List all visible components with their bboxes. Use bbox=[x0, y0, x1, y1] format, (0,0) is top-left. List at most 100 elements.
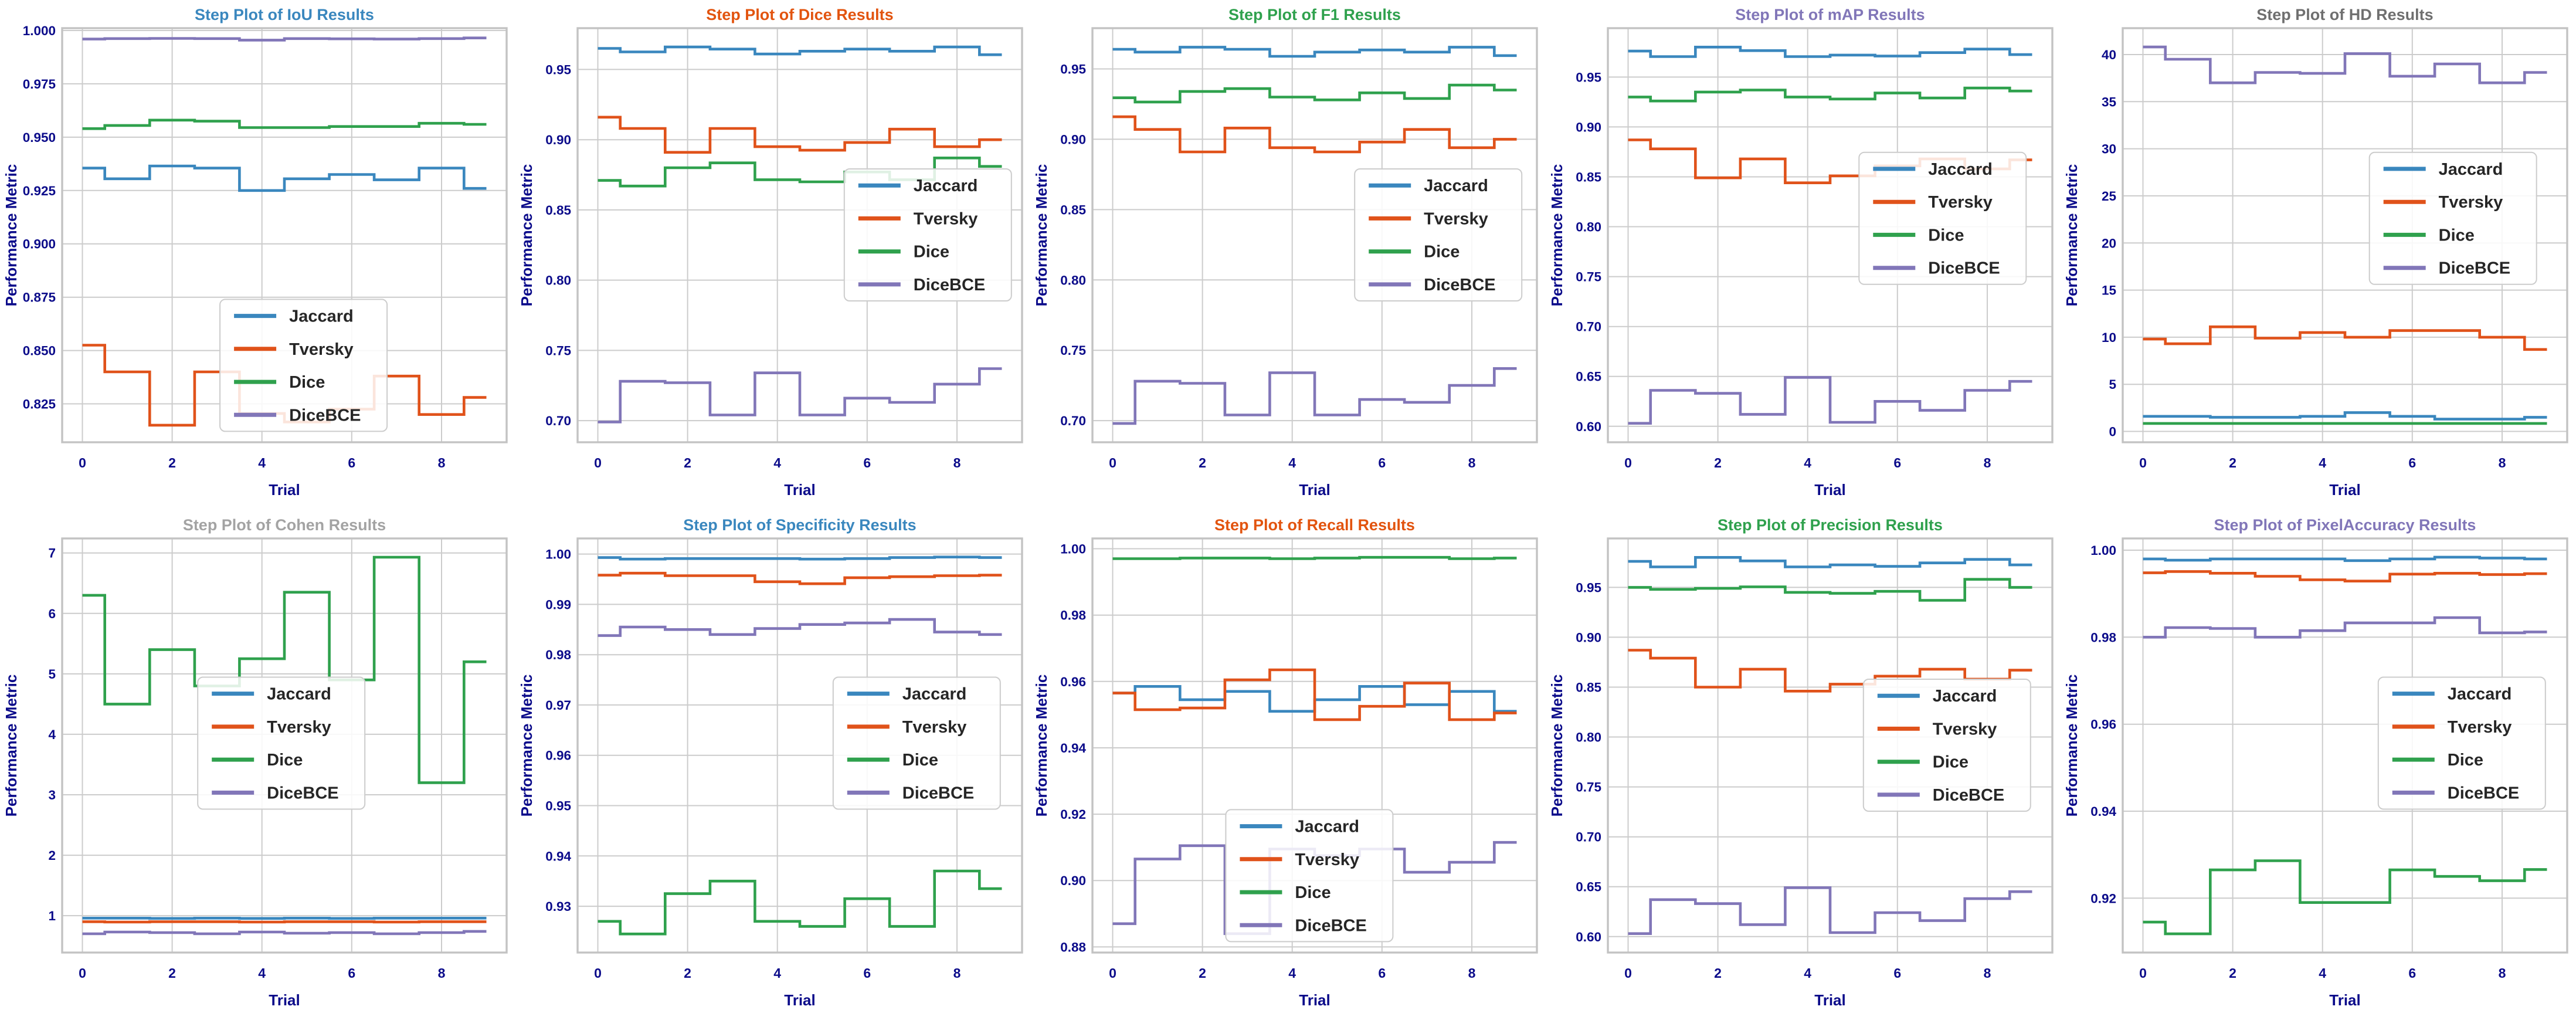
x-tick-label: 6 bbox=[863, 455, 871, 470]
legend: Jaccard Tversky Dice DiceBCE bbox=[832, 676, 1001, 809]
legend-label-tversky: Tversky bbox=[267, 717, 331, 736]
x-tick-label: 2 bbox=[1199, 965, 1206, 981]
step-plot-hd-results: 0 5 10 15 20 25 30 35 40 0 2 4 6 8 Step Plot of HD Res… bbox=[2061, 0, 2576, 510]
series-line-jaccard bbox=[1628, 46, 2032, 58]
x-tick-label: 8 bbox=[2499, 965, 2506, 981]
chart-title: Step Plot of Specificity Results bbox=[683, 516, 916, 533]
legend: Jaccard Tversky Dice DiceBCE bbox=[1354, 168, 1523, 301]
legend-label-dice: Dice bbox=[1424, 243, 1460, 262]
y-tick-label: 0.60 bbox=[1576, 929, 1601, 944]
legend-label-jaccard: Jaccard bbox=[902, 684, 966, 703]
x-tick-label: 2 bbox=[1199, 455, 1206, 470]
legend-label-tversky: Tversky bbox=[1928, 193, 1993, 212]
axes-frame bbox=[576, 27, 1023, 443]
series-line-dice bbox=[1112, 555, 1517, 560]
series-line-dice bbox=[598, 869, 1002, 936]
legend-box bbox=[2378, 676, 2547, 809]
axes-frame bbox=[2122, 537, 2569, 954]
y-tick-label: 0.975 bbox=[23, 77, 56, 92]
y-tick-label: 0.825 bbox=[23, 397, 56, 412]
chart-title: Step Plot of IoU Results bbox=[195, 6, 374, 23]
y-tick-label: 0.98 bbox=[2091, 630, 2117, 645]
legend-label-dice: Dice bbox=[2448, 751, 2483, 770]
y-tick-label: 0.65 bbox=[1576, 879, 1601, 894]
series-line-tversky bbox=[1112, 115, 1517, 154]
x-tick-label: 4 bbox=[1288, 965, 1296, 981]
series-line-jaccard bbox=[1628, 555, 2032, 568]
y-tick-label: 0.98 bbox=[1060, 608, 1086, 622]
y-tick-label: 0.925 bbox=[23, 184, 56, 198]
x-tick-label: 6 bbox=[1893, 965, 1901, 981]
legend-label-dicebce: DiceBCE bbox=[1928, 259, 2000, 278]
axes-frame bbox=[61, 537, 508, 954]
series-line-dicebce bbox=[598, 367, 1002, 423]
x-tick-label: 8 bbox=[1468, 455, 1476, 470]
y-tick-label: 0.95 bbox=[545, 62, 571, 77]
series-line-dice bbox=[1112, 83, 1517, 104]
x-tick-label: 6 bbox=[348, 455, 355, 470]
series-line-dicebce bbox=[82, 36, 487, 42]
legend-box bbox=[1354, 168, 1523, 301]
legend-label-dicebce: DiceBCE bbox=[913, 276, 985, 294]
legend-box bbox=[1862, 678, 2031, 812]
legend: Jaccard Tversky Dice DiceBCE bbox=[1858, 151, 2027, 285]
y-tick-label: 0.94 bbox=[1060, 741, 1086, 755]
legend: Jaccard Tversky Dice DiceBCE bbox=[843, 168, 1012, 301]
chart-title: Step Plot of HD Results bbox=[2257, 6, 2434, 23]
y-tick-label: 7 bbox=[48, 545, 56, 560]
y-tick-label: 0.90 bbox=[1576, 630, 1601, 645]
x-tick-label: 4 bbox=[773, 965, 781, 981]
step-plot-specificity-results: 0.93 0.94 0.95 0.96 0.97 0.98 0.99 1.00 0 2 4 6 8 Ste… bbox=[515, 510, 1031, 1020]
legend-box bbox=[219, 299, 388, 432]
series-line-jaccard bbox=[1112, 46, 1517, 58]
legend-box bbox=[2369, 151, 2538, 285]
chart-canvas: 0.93 0.94 0.95 0.96 0.97 0.98 0.99 1.00 0 2 4 6 8 Ste… bbox=[518, 516, 1023, 1009]
series-line-tversky bbox=[82, 920, 487, 923]
chart-title: Step Plot of Recall Results bbox=[1214, 516, 1415, 533]
x-tick-label: 4 bbox=[2319, 965, 2327, 981]
chart-title: Step Plot of Cohen Results bbox=[183, 516, 386, 533]
y-tick-label: 0.85 bbox=[1060, 202, 1086, 217]
y-tick-label: 0.900 bbox=[23, 237, 56, 252]
x-tick-label: 2 bbox=[1714, 455, 1722, 470]
step-plot-cohen-results: 1 2 3 4 5 6 7 0 2 4 6 8 Step Plot of Cohen Results Tr… bbox=[0, 510, 515, 1020]
x-tick-label: 0 bbox=[79, 455, 86, 470]
x-tick-label: 4 bbox=[773, 455, 781, 470]
legend: Jaccard Tversky Dice DiceBCE bbox=[1862, 678, 2031, 812]
x-tick-label: 2 bbox=[2229, 455, 2237, 470]
x-axis-label: Trial bbox=[1299, 991, 1330, 1009]
axes-frame bbox=[1607, 27, 2054, 443]
y-tick-label: 1 bbox=[48, 909, 56, 923]
chart-title: Step Plot of PixelAccuracy Results bbox=[2214, 516, 2476, 533]
y-tick-label: 0.88 bbox=[1060, 940, 1086, 954]
y-tick-label: 0.92 bbox=[1060, 807, 1086, 822]
y-tick-label: 40 bbox=[2102, 48, 2116, 62]
y-tick-label: 0.60 bbox=[1576, 419, 1601, 434]
x-axis-label: Trial bbox=[269, 991, 300, 1009]
series-line-jaccard bbox=[82, 916, 487, 920]
x-axis-label: Trial bbox=[2330, 991, 2361, 1009]
legend-label-dice: Dice bbox=[267, 751, 303, 770]
chart-title: Step Plot of F1 Results bbox=[1228, 6, 1401, 23]
y-axis-label: Performance Metric bbox=[518, 164, 535, 307]
x-axis-label: Trial bbox=[784, 481, 815, 499]
series-line-jaccard bbox=[598, 45, 1002, 56]
x-tick-label: 8 bbox=[1983, 455, 1991, 470]
legend-box bbox=[832, 676, 1001, 809]
x-tick-label: 6 bbox=[863, 965, 871, 981]
legend-label-jaccard: Jaccard bbox=[2448, 684, 2512, 703]
legend-label-dice: Dice bbox=[1928, 226, 1964, 245]
y-tick-label: 0.80 bbox=[1576, 219, 1601, 234]
legend-label-tversky: Tversky bbox=[902, 717, 966, 736]
y-axis-label: Performance Metric bbox=[2063, 674, 2081, 816]
chart-title: Step Plot of mAP Results bbox=[1735, 6, 1925, 23]
series-line-dice bbox=[1628, 86, 2032, 103]
y-tick-label: 0.70 bbox=[545, 414, 571, 428]
legend-label-dice: Dice bbox=[913, 243, 949, 262]
series-line-jaccard bbox=[2143, 411, 2547, 421]
y-tick-label: 1.00 bbox=[2091, 543, 2117, 557]
y-tick-label: 0.80 bbox=[1060, 273, 1086, 287]
chart-title: Step Plot of Precision Results bbox=[1718, 516, 1943, 533]
legend-label-tversky: Tversky bbox=[1424, 209, 1488, 228]
chart-canvas: 0.70 0.75 0.80 0.85 0.90 0.95 0 2 4 6 8 Step Plot o… bbox=[518, 6, 1023, 499]
